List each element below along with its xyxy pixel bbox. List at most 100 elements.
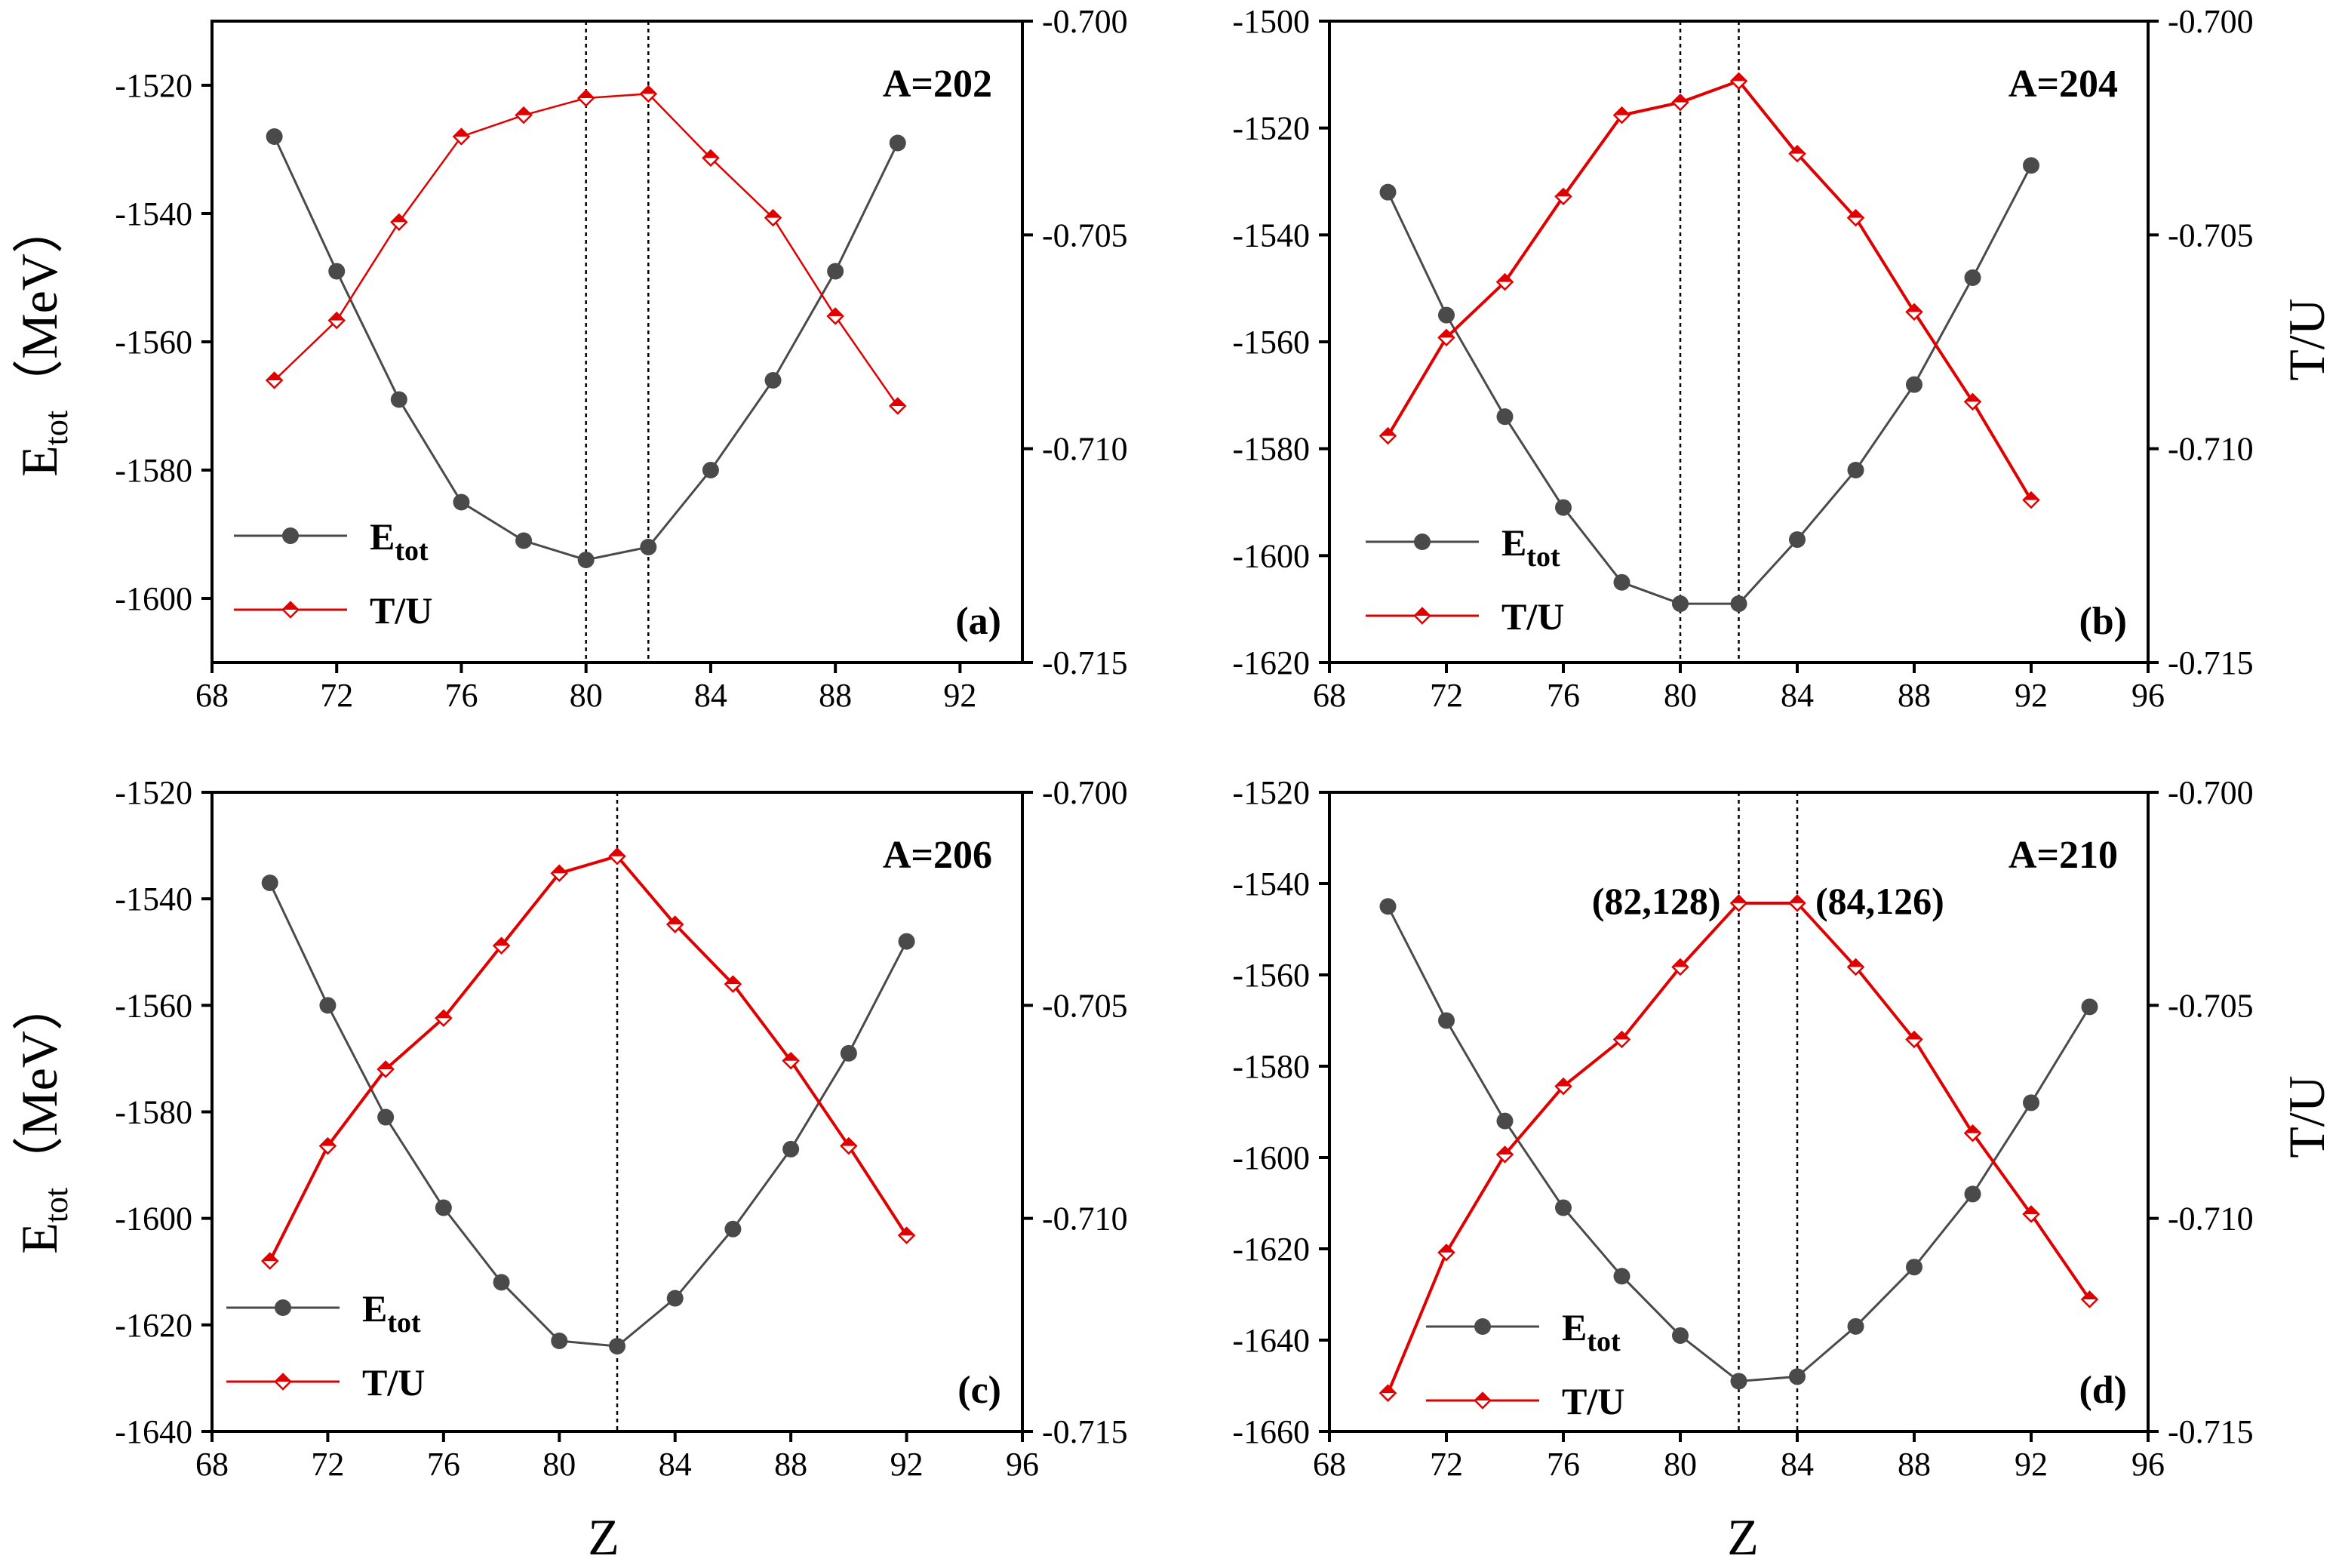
etot-point: [827, 263, 844, 280]
tu-point-fill: [2024, 1207, 2039, 1215]
panel-title: A=210: [2009, 834, 2118, 877]
etot-series-line: [1387, 164, 2033, 605]
tu-point-fill: [610, 848, 625, 856]
point-annotation: (84,126): [1815, 880, 1944, 922]
legend-tu-label: T/U: [1501, 595, 1564, 638]
svg-text:T/U: T/U: [2278, 1075, 2335, 1158]
etot-point: [515, 532, 533, 549]
legend-etot-sub: tot: [1587, 1326, 1621, 1357]
y-title-main: E: [11, 1222, 68, 1254]
point-annotation: (82,128): [1592, 880, 1721, 922]
etot-point: [764, 372, 782, 389]
legend-etot-label: Etot: [1501, 521, 1560, 573]
tu-point-fill: [435, 1010, 451, 1019]
y-tick-label: -1540: [1232, 217, 1310, 254]
y-tick-label: -1560: [115, 324, 192, 361]
tu-point-fill: [266, 373, 282, 380]
x-tick-label: 80: [542, 1446, 576, 1483]
legend-etot-marker: [275, 1299, 291, 1316]
x-tick-label: 72: [311, 1446, 344, 1483]
legend-tu-label: T/U: [1562, 1380, 1624, 1422]
tu-point-fill: [378, 1062, 394, 1070]
y-tick-label: -1500: [1232, 3, 1310, 40]
etot-point: [1906, 376, 1922, 393]
etot-series-line: [1387, 905, 2091, 1382]
y2-tick-label: -0.700: [2168, 3, 2254, 40]
x-tick-label: 80: [570, 677, 603, 714]
svg-text:Etot（MeV）: Etot（MeV）: [11, 202, 75, 477]
x-tick-label: 72: [1430, 1446, 1463, 1483]
etot-point: [840, 1044, 857, 1062]
x-tick-label: 68: [1313, 1446, 1346, 1483]
x-tick-label: 80: [1664, 1446, 1697, 1483]
panel-d: 68 72 76 80 84 88 92 96 -1520 -1540 -1560 -1580 -160…: [1232, 774, 2253, 1483]
y-tick-label: -1580: [1232, 431, 1310, 468]
x-tick-label: 96: [2131, 677, 2165, 714]
y2-tick-label: -0.715: [2168, 644, 2254, 681]
y-tick-label: -1520: [115, 774, 192, 811]
y2-tick-label: -0.715: [1042, 644, 1128, 681]
y-tick-label: -1520: [1232, 774, 1310, 811]
etot-point: [319, 997, 337, 1014]
etot-point: [390, 391, 407, 408]
x-tick-label: 72: [1430, 677, 1463, 714]
etot-point: [1613, 573, 1630, 591]
etot-point: [1555, 1199, 1572, 1216]
panel-title: A=206: [883, 834, 992, 877]
tu-point-fill: [890, 398, 905, 406]
tu-point-fill: [1439, 1244, 1454, 1253]
x-tick-label: 84: [1781, 1446, 1814, 1483]
legend-tu-label: T/U: [370, 589, 432, 632]
panel-title: A=204: [2009, 63, 2118, 106]
tu-point-fill: [765, 210, 781, 218]
etot-point: [2023, 157, 2039, 174]
etot-point: [2081, 998, 2098, 1016]
etot-point: [493, 1274, 510, 1291]
x-tick-label: 68: [195, 1446, 229, 1483]
etot-point: [1379, 183, 1397, 201]
y-tick-label: -1620: [1232, 644, 1310, 681]
tu-point-fill: [783, 1053, 799, 1061]
legend-etot-sub: tot: [395, 535, 429, 567]
tu-point-fill: [641, 86, 656, 94]
y-tick-label: -1540: [1232, 865, 1310, 902]
y2-tick-label: -0.710: [1042, 1201, 1128, 1237]
y-tick-label: -1620: [1232, 1231, 1310, 1268]
etot-point: [889, 134, 906, 152]
tu-point-fill: [1673, 94, 1688, 103]
y-tick-label: -1600: [1232, 1139, 1310, 1176]
tu-point-fill: [1790, 146, 1805, 154]
y-tick-label: -1640: [1232, 1322, 1310, 1359]
panel-a: 68 72 76 80 84 88 92 -1520 -1540 -1560 -1580 -1600 -…: [115, 3, 1127, 714]
x-tick-label: 76: [427, 1446, 460, 1483]
x-tick-label: 68: [195, 677, 229, 714]
tu-point-fill: [899, 1228, 914, 1236]
tu-point-fill: [1380, 1385, 1396, 1394]
etot-point: [2023, 1094, 2039, 1111]
tu-point-fill: [1497, 274, 1513, 282]
legend-tu-marker-fill: [283, 602, 298, 610]
etot-point: [782, 1140, 800, 1158]
y-tick-label: -1560: [1232, 324, 1310, 361]
y2-tick-label: -0.700: [1042, 774, 1128, 811]
x-tick-label: 92: [943, 677, 976, 714]
svg-text:Etot（MeV）: Etot（MeV）: [11, 979, 75, 1254]
tu-point-fill: [702, 150, 718, 158]
etot-point: [1672, 1327, 1689, 1344]
etot-point: [435, 1199, 452, 1216]
x-tick-label: 92: [2015, 1446, 2048, 1483]
x-tick-label: 92: [2015, 677, 2048, 714]
y-tick-label: -1600: [115, 580, 192, 617]
y2-tick-label: -0.705: [1042, 217, 1128, 254]
tu-point-fill: [1907, 1031, 1922, 1040]
panel-label: (d): [2079, 1369, 2127, 1412]
etot-point: [577, 552, 595, 568]
svg-text:T/U: T/U: [2278, 298, 2335, 381]
legend-etot-main: E: [1501, 521, 1526, 564]
tu-point-fill: [1848, 210, 1864, 218]
y2-tick-label: -0.705: [1042, 987, 1128, 1024]
etot-point: [1964, 1185, 1981, 1203]
etot-point: [1379, 898, 1397, 915]
y-tick-label: -1540: [115, 195, 192, 232]
plot-frame: [211, 20, 1024, 664]
